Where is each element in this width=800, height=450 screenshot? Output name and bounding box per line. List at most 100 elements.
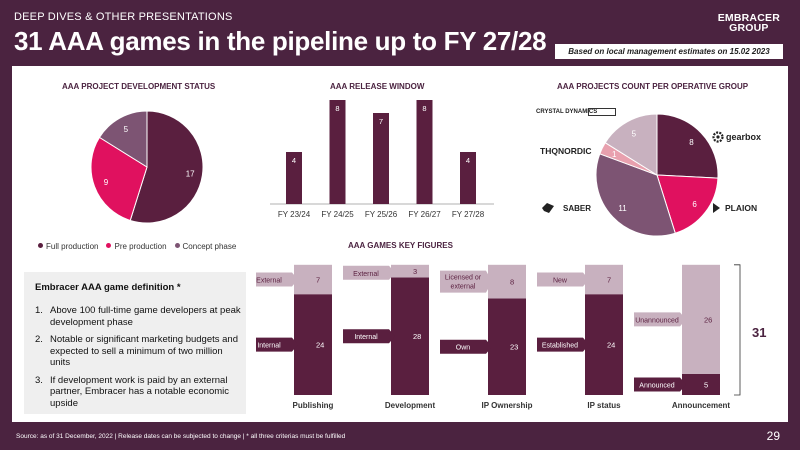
- plaion-logo: PLAION: [712, 203, 757, 213]
- logo-line-2: GROUP: [729, 22, 769, 34]
- keyfig-callout-tag: [343, 265, 395, 280]
- keyfig-category-label: Announcement: [672, 401, 731, 410]
- concept-phase-slice: [98, 110, 148, 168]
- header-kicker: DEEP DIVES & OTHER PRESENTATIONS: [14, 11, 233, 23]
- plaion-slice-label: 6: [692, 200, 697, 209]
- keyfig-bottom-segment: [391, 277, 429, 395]
- keyfig-top-value: 26: [704, 315, 712, 324]
- keyfig-callout-tag: [440, 270, 492, 293]
- release-bar: [416, 100, 433, 204]
- embracer-logo: EMBRACER GROUP: [717, 12, 780, 34]
- status-chart-title: AAA PROJECT DEVELOPMENT STATUS: [62, 82, 216, 91]
- keyfig-bottom-segment: [682, 374, 720, 395]
- keyfig-category-label: Publishing: [293, 401, 334, 410]
- saber-mark-icon: [542, 203, 554, 213]
- gearbox-slice: [656, 113, 719, 179]
- gearbox-slice-label: 8: [689, 138, 694, 147]
- keyfig-callout-tag: [634, 312, 686, 327]
- release-tick-label: FY 27/28: [452, 210, 485, 219]
- release-bar-value: 4: [466, 156, 470, 165]
- status-legend: Full production Pre production Concept p…: [38, 242, 236, 251]
- release-bar-value: 8: [335, 104, 339, 113]
- crystal-dynamics-logo: CRYSTAL DYNAMICS: [536, 108, 618, 116]
- keyfig-callout-label: External: [353, 271, 379, 278]
- total-bracket: [734, 264, 741, 396]
- keyfig-top-segment: [488, 264, 526, 299]
- release-tick-label: FY 26/27: [408, 210, 441, 219]
- total-count: 31: [752, 325, 767, 340]
- keyfig-callout-label: Internal: [354, 334, 378, 341]
- pre-production-slice-label: 9: [104, 178, 109, 187]
- page-number: 29: [766, 429, 780, 443]
- plaion-slice: [656, 174, 719, 234]
- keyfig-bottom-value: 24: [607, 341, 615, 350]
- release-bar-value: 4: [292, 156, 296, 165]
- keyfig-bottom-value: 24: [316, 341, 324, 350]
- keyfig-top-value: 7: [316, 276, 320, 285]
- keyfig-callout-tag: [440, 339, 492, 354]
- legend-pre-production: Pre production: [106, 242, 167, 251]
- keyfig-category-label: IP status: [587, 401, 621, 410]
- thq-nordic-logo: THQNORDIC: [540, 146, 592, 156]
- legend-concept-phase: Concept phase: [174, 242, 236, 251]
- keyfig-callout-label: external: [451, 284, 476, 291]
- keyfig-callout-label: External: [256, 278, 282, 285]
- keyfig-title: AAA GAMES KEY FIGURES: [348, 241, 453, 250]
- concept-phase-slice-label: 5: [124, 125, 129, 134]
- gearbox-logo: gearbox: [712, 131, 761, 143]
- saber-logo: SABER: [541, 202, 591, 214]
- saber-slice: [595, 153, 676, 237]
- keyfig-bottom-value: 5: [704, 381, 708, 390]
- keyfig-callout-tag: [537, 272, 589, 287]
- keyfig-top-value: 7: [607, 276, 611, 285]
- keyfig-bottom-segment: [585, 294, 623, 395]
- keyfig-top-value: 8: [510, 278, 514, 287]
- release-bar: [329, 100, 346, 204]
- keyfig-callout-label: Internal: [257, 343, 281, 350]
- release-bar-value: 8: [422, 104, 426, 113]
- release-tick-label: FY 23/24: [278, 210, 311, 219]
- keyfig-callout-tag: [537, 337, 589, 352]
- keyfig-callout-tag: [634, 377, 686, 392]
- keyfig-category-label: Development: [385, 401, 436, 410]
- pre-production-slice: [90, 136, 148, 222]
- key-figures-chart: 24 7 External Internal Publishing 28 3 External…: [256, 264, 741, 410]
- release-tick-label: FY 25/26: [365, 210, 398, 219]
- release-bar: [460, 152, 476, 204]
- keyfig-top-segment: [391, 264, 429, 278]
- keyfig-bottom-segment: [488, 298, 526, 395]
- legend-full-production: Full production: [38, 242, 98, 251]
- definition-box: Embracer AAA game definition * 1. Above 1…: [24, 272, 246, 414]
- release-chart-title: AAA RELEASE WINDOW: [330, 82, 425, 91]
- keyfig-top-segment: [294, 264, 332, 295]
- keyfig-callout-label: Licensed or: [445, 275, 482, 282]
- keyfig-callout-label: Own: [456, 345, 471, 352]
- crystal-dynamics-slice-label: 5: [632, 129, 637, 138]
- keyfig-callout-label: New: [553, 278, 568, 285]
- keyfig-bottom-value: 23: [510, 343, 518, 352]
- definition-list: 1. Above 100 full-time game developers at…: [35, 305, 241, 415]
- release-bar: [373, 113, 389, 204]
- keyfig-callout-label: Unannounced: [635, 317, 679, 324]
- gear-icon: [712, 131, 724, 143]
- keyfig-top-segment: [585, 264, 623, 295]
- keyfig-callout-tag: [256, 272, 298, 287]
- release-tick-label: FY 24/25: [321, 210, 354, 219]
- definition-item-2: 2. Notable or significant marketing budge…: [35, 334, 239, 368]
- definition-title: Embracer AAA game definition *: [35, 282, 181, 293]
- keyfig-bottom-segment: [294, 294, 332, 395]
- footer-source: Source: as of 31 December, 2022 | Releas…: [16, 433, 346, 440]
- release-bar: [286, 152, 302, 204]
- thq-nordic-slice-label: 1: [612, 150, 617, 159]
- group-chart-title: AAA PROJECTS COUNT PER OPERATIVE GROUP: [557, 82, 749, 91]
- keyfig-callout-tag: [343, 329, 395, 344]
- keyfig-category-label: IP Ownership: [482, 401, 533, 410]
- logo-line-1: EMBRACER: [717, 12, 780, 24]
- release-bar-value: 7: [379, 117, 383, 126]
- keyfig-callout-tag: [256, 337, 298, 352]
- keyfig-callout-label: Announced: [639, 383, 675, 390]
- keyfig-top-segment: [682, 264, 720, 374]
- full-production-slice: [129, 110, 204, 224]
